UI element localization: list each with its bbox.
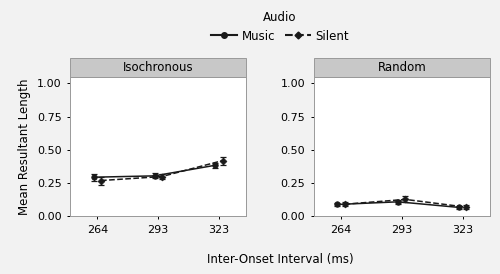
Legend: Music, Silent: Music, Silent bbox=[206, 6, 354, 47]
Text: Inter-Onset Interval (ms): Inter-Onset Interval (ms) bbox=[206, 253, 354, 266]
Y-axis label: Mean Resultant Length: Mean Resultant Length bbox=[18, 78, 32, 215]
Text: Isochronous: Isochronous bbox=[123, 61, 194, 74]
Text: Random: Random bbox=[378, 61, 426, 74]
